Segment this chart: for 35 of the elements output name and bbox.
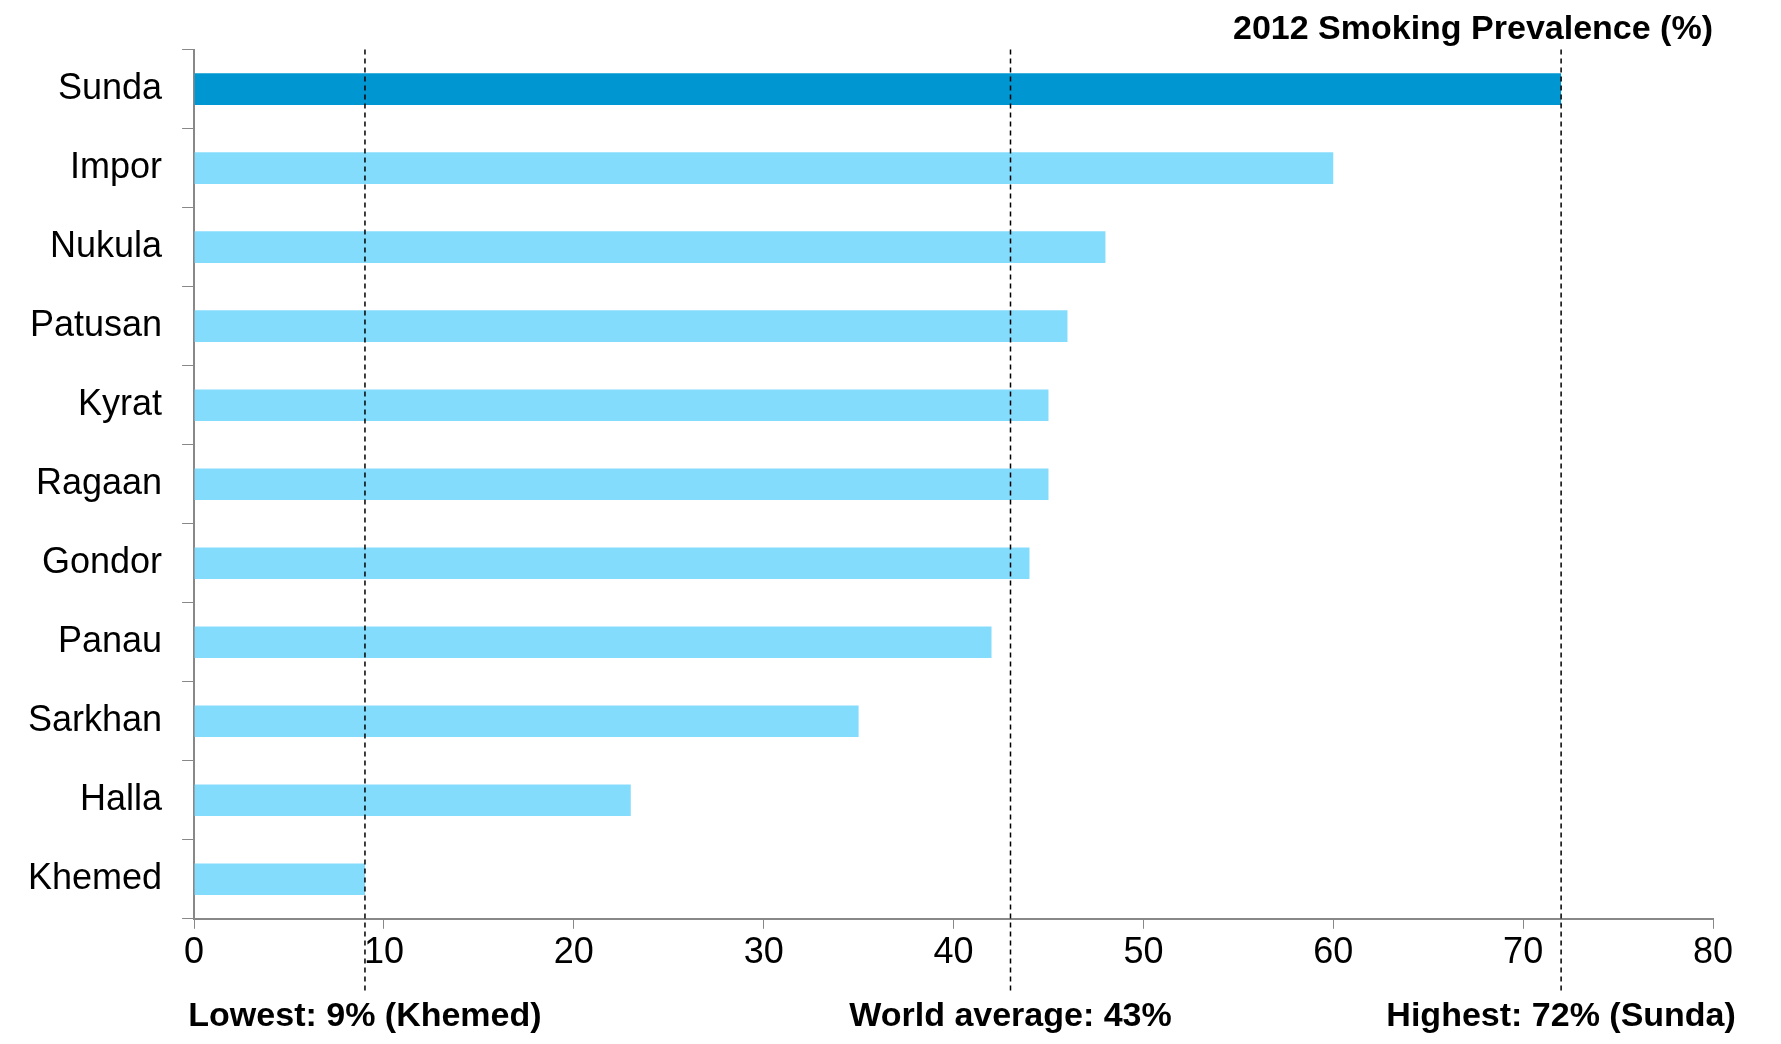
y-tick-label: Gondor xyxy=(42,540,163,582)
bar xyxy=(194,152,1334,184)
y-tick-label: Ragaan xyxy=(35,461,163,503)
x-tick-label: 20 xyxy=(553,930,594,972)
y-tick-label: Sunda xyxy=(57,66,164,108)
x-tick-label: 40 xyxy=(933,930,974,972)
x-tick-label: 30 xyxy=(743,930,784,972)
bar xyxy=(194,73,1562,105)
chart-title: 2012 Smoking Prevalence (%) xyxy=(1232,7,1713,46)
ref-line-label: World average: 43% xyxy=(849,995,1172,1033)
bar xyxy=(194,468,1049,500)
x-tick-label: 0 xyxy=(184,930,205,972)
x-tick-label: 50 xyxy=(1123,930,1164,972)
x-tick-label: 60 xyxy=(1313,930,1354,972)
bar xyxy=(194,784,631,817)
ref-line-label: Lowest: 9% (Khemed) xyxy=(188,995,542,1033)
bar xyxy=(194,863,365,896)
y-tick-label: Kyrat xyxy=(78,382,163,424)
y-tick-label: Nukula xyxy=(50,224,164,266)
y-tick-label: Patusan xyxy=(29,303,163,345)
bar xyxy=(194,231,1106,263)
y-tick-label: Khemed xyxy=(27,856,163,898)
bar xyxy=(194,705,859,738)
x-tick-label: 10 xyxy=(363,930,404,972)
bar xyxy=(194,547,1030,580)
y-tick-label: Impor xyxy=(70,145,163,187)
y-tick-label: Panau xyxy=(57,619,163,661)
bar xyxy=(194,626,992,659)
x-tick-label: 70 xyxy=(1503,930,1544,972)
x-tick-label: 80 xyxy=(1692,930,1734,972)
ref-line-label: Highest: 72% (Sunda) xyxy=(1386,995,1736,1033)
bar xyxy=(194,389,1049,421)
y-tick-label: Halla xyxy=(80,777,164,819)
bar xyxy=(194,310,1068,342)
y-tick-label: Sarkhan xyxy=(27,698,163,740)
